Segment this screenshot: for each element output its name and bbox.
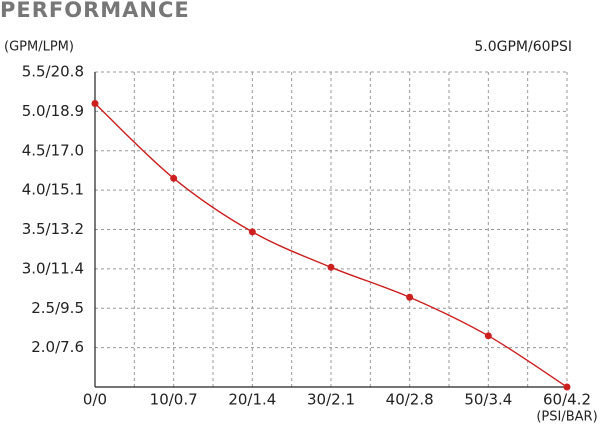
x-tick-label: 40/2.8 — [386, 391, 434, 409]
y-tick-label: 3.0/11.4 — [22, 259, 84, 277]
point — [563, 383, 571, 391]
y-tick-label: 5.5/20.8 — [22, 63, 84, 81]
x-tick-label: 0/0 — [83, 391, 107, 409]
x-tick-label: 30/2.1 — [307, 391, 355, 409]
chart-title: PERFORMANCE — [0, 0, 190, 22]
y-tick-label: 2.5/9.5 — [31, 299, 84, 317]
annotation: 5.0GPM/60PSI — [474, 39, 572, 55]
x-tick-label: 20/1.4 — [228, 391, 276, 409]
point — [406, 293, 414, 301]
y-tick-label: 3.5/13.2 — [22, 220, 84, 238]
point — [327, 263, 335, 271]
y-tick-label: 4.5/17.0 — [22, 141, 84, 159]
point — [91, 100, 99, 107]
x-axis-label: (PSI/BAR) — [536, 410, 597, 425]
point — [248, 228, 256, 236]
y-tick-label: 2.0/7.6 — [31, 338, 84, 356]
y-tick-label: 5.0/18.9 — [22, 102, 84, 120]
point — [170, 174, 178, 182]
x-tick-label: 60/4.2 — [543, 391, 591, 409]
y-axis-label: (GPM/LPM) — [4, 40, 74, 55]
y-tick-label: 4.0/15.1 — [22, 181, 84, 199]
point — [484, 332, 492, 340]
x-tick-label: 10/0.7 — [150, 391, 198, 409]
x-tick-label: 50/3.4 — [464, 391, 512, 409]
